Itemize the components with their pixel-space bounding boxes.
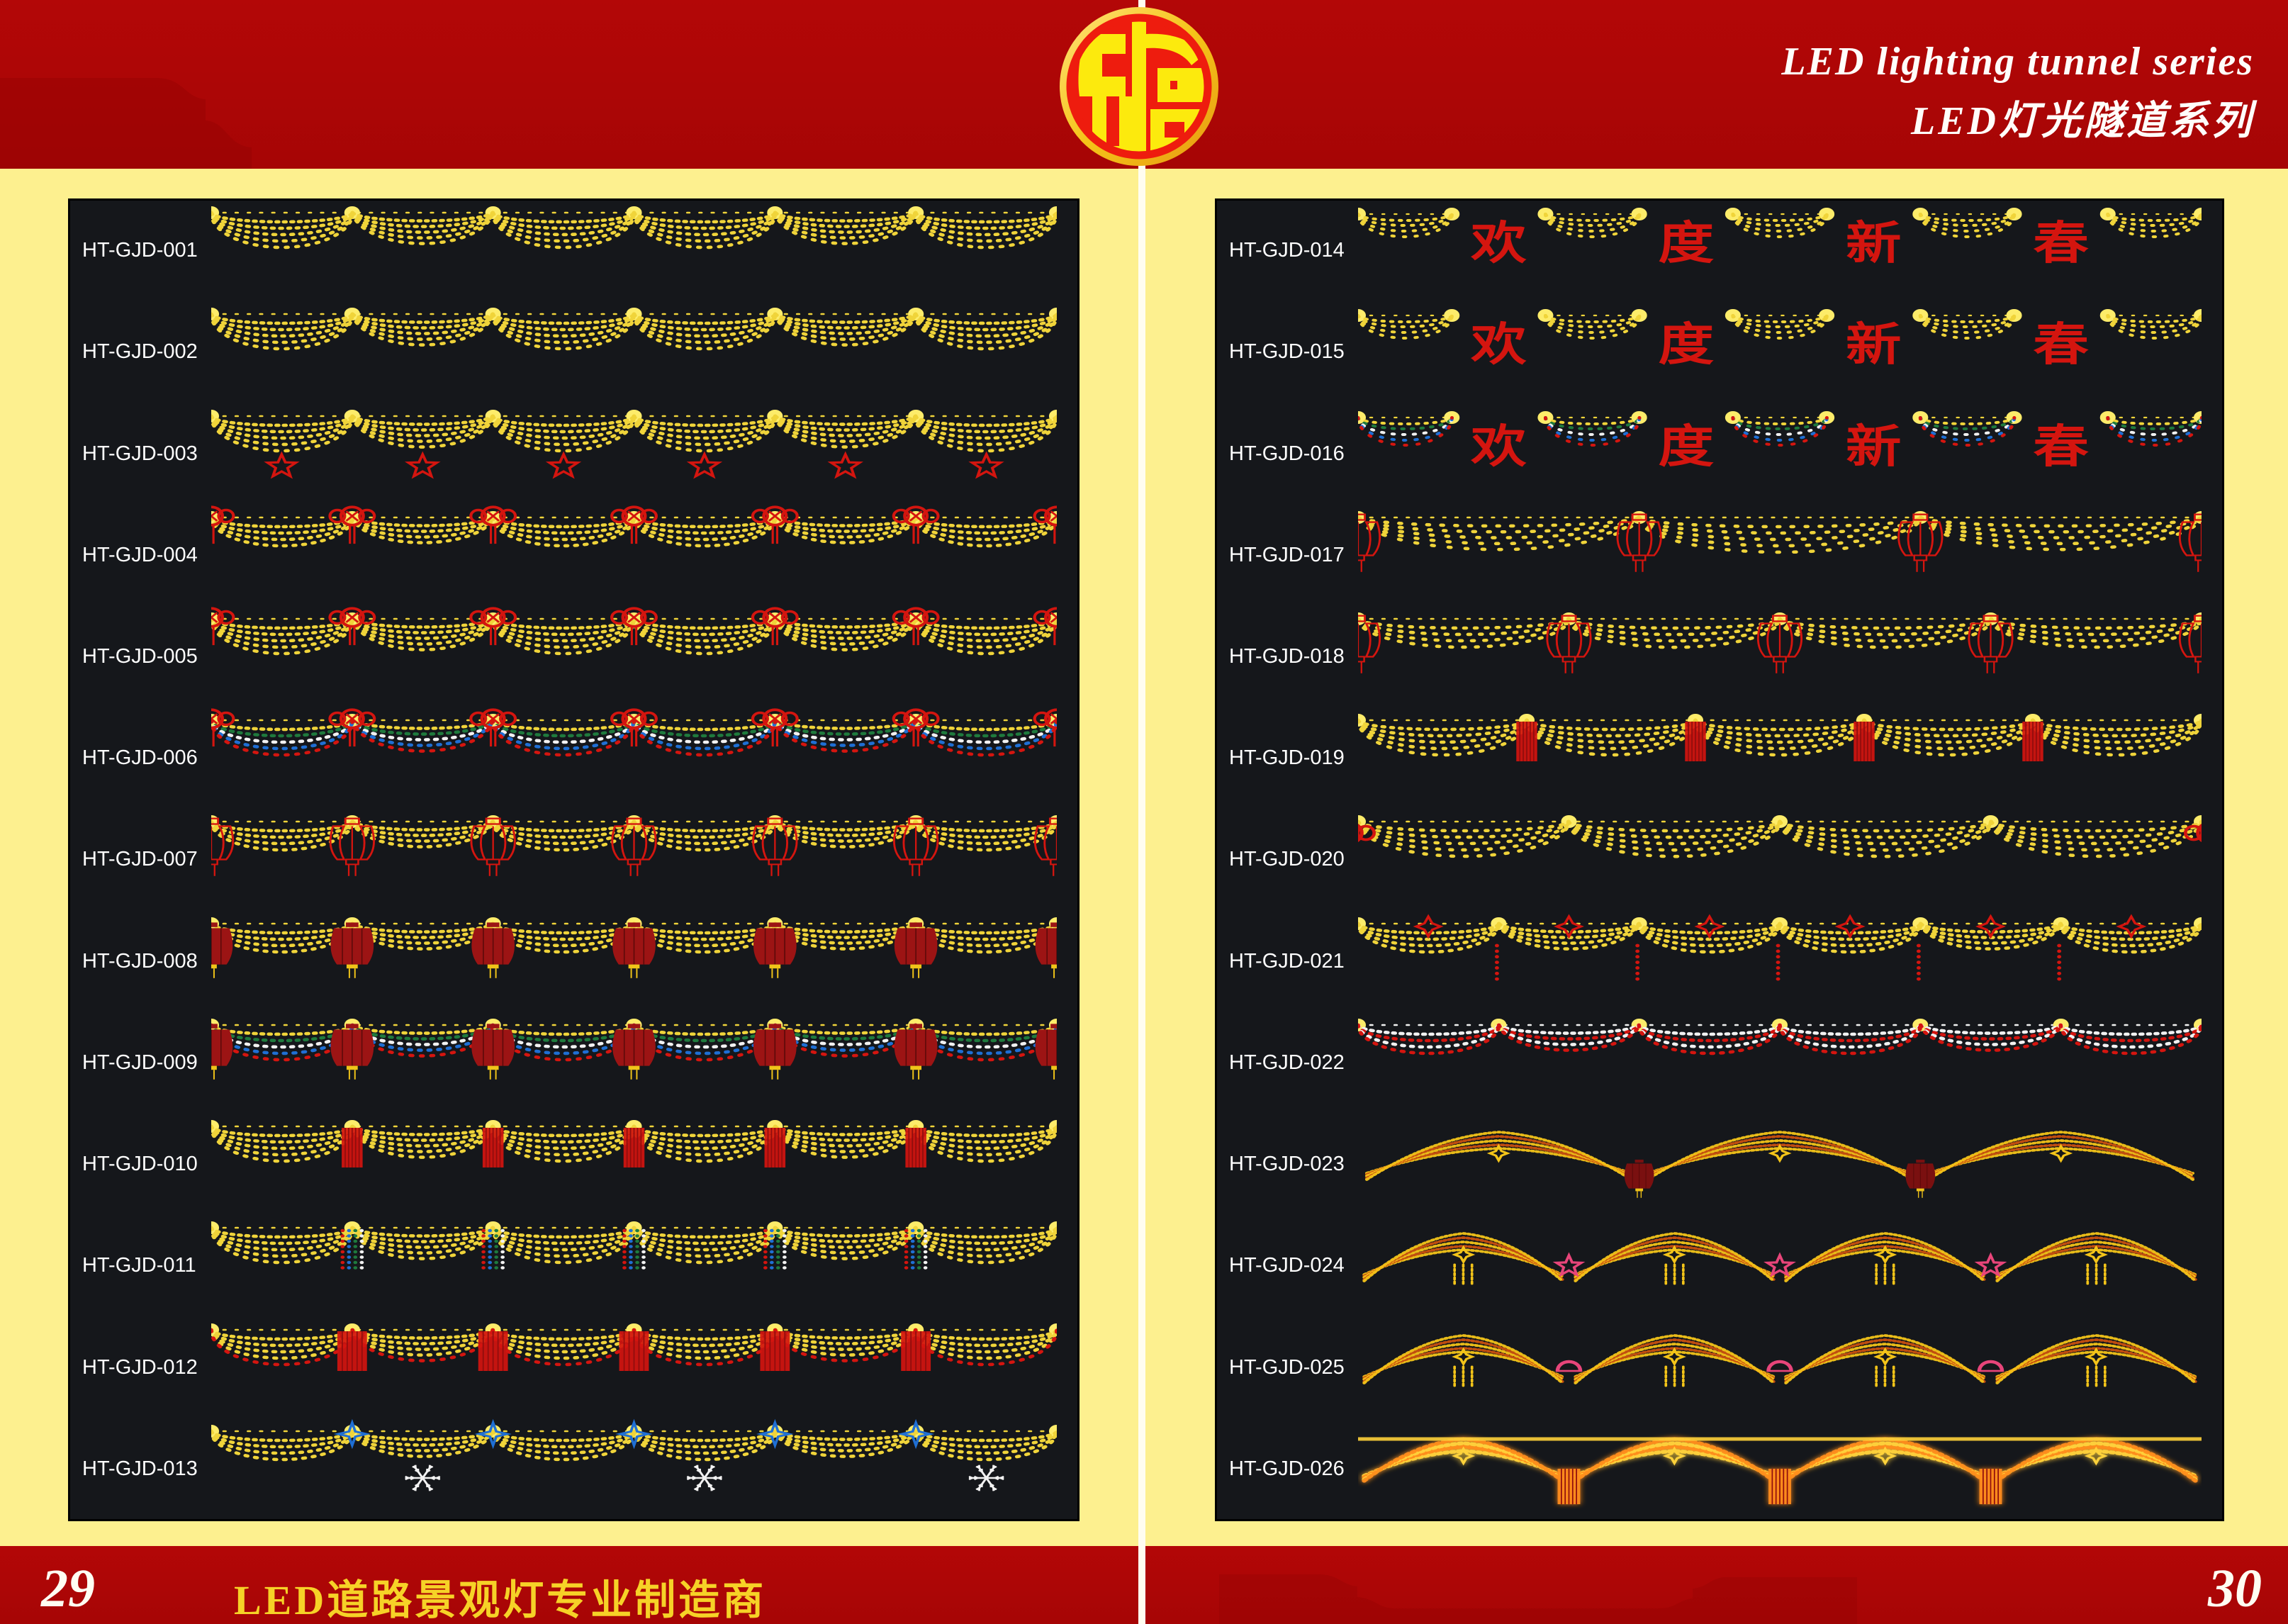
svg-text:新: 新 — [1846, 320, 1901, 370]
svg-text:新: 新 — [1846, 421, 1901, 471]
svg-text:欢: 欢 — [1470, 421, 1527, 471]
svg-text:春: 春 — [2033, 320, 2089, 370]
svg-text:度: 度 — [1659, 421, 1715, 471]
svg-text:新: 新 — [1846, 218, 1901, 269]
svg-text:欢: 欢 — [1470, 218, 1527, 269]
svg-text:春: 春 — [2033, 421, 2089, 471]
svg-text:春: 春 — [2033, 218, 2089, 269]
svg-text:度: 度 — [1659, 218, 1715, 269]
svg-text:欢: 欢 — [1470, 320, 1527, 370]
svg-text:度: 度 — [1659, 320, 1715, 370]
